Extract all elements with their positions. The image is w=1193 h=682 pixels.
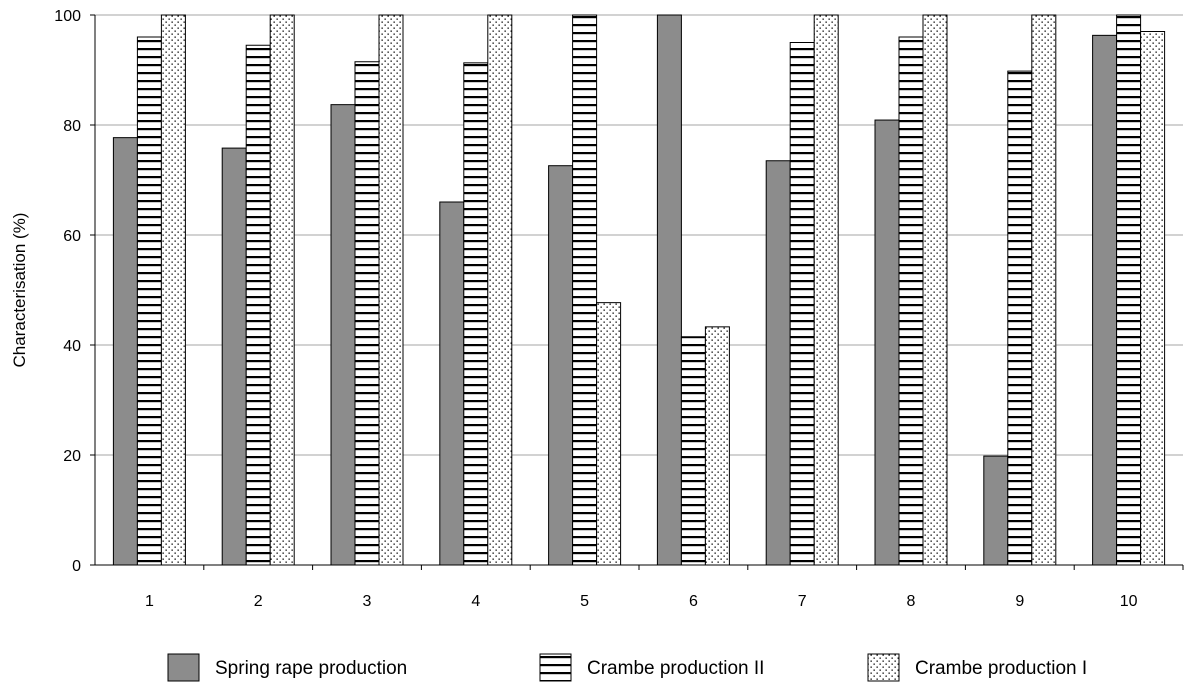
bar-1-category-7 <box>765 160 791 566</box>
legend-swatch-2 <box>539 653 572 682</box>
y-tick-labels: 0 20 40 60 80 100 <box>54 8 95 575</box>
bar-2-category-9 <box>1007 70 1033 566</box>
bar-3-category-8 <box>922 14 948 566</box>
y-tick-label: 80 <box>63 118 81 135</box>
bar-2-category-1 <box>136 36 162 566</box>
bar-2-category-5 <box>572 14 598 566</box>
x-tick-label: 10 <box>1120 593 1138 610</box>
legend-label-2: Crambe production II <box>587 658 764 679</box>
bars <box>112 14 1166 566</box>
bar-1-category-6 <box>656 14 682 566</box>
bar-3-category-5 <box>596 302 622 566</box>
x-tick-label: 5 <box>580 593 589 610</box>
bar-1-category-5 <box>548 165 574 566</box>
bar-1-category-10 <box>1092 34 1118 566</box>
x-tick-label: 8 <box>907 593 916 610</box>
bar-2-category-7 <box>789 42 815 566</box>
bar-3-category-2 <box>269 14 295 566</box>
x-tick-label: 1 <box>145 593 154 610</box>
legend-label-3: Crambe production I <box>915 658 1087 679</box>
bar-3-category-4 <box>487 14 513 566</box>
bar-2-category-8 <box>898 36 924 566</box>
bar-3-category-1 <box>160 14 186 566</box>
y-tick-label: 20 <box>63 448 81 465</box>
bar-1-category-8 <box>874 119 900 566</box>
legend-swatch-3 <box>867 653 900 682</box>
legend-swatch-1 <box>167 653 200 682</box>
x-tick-label: 4 <box>471 593 480 610</box>
bar-1-category-2 <box>221 147 247 566</box>
x-tick-label: 3 <box>363 593 372 610</box>
bar-3-category-9 <box>1031 14 1057 566</box>
bar-3-category-10 <box>1140 31 1166 566</box>
y-tick-label: 40 <box>63 338 81 355</box>
bar-3-category-6 <box>704 326 730 566</box>
y-tick-label: 0 <box>72 558 81 575</box>
bar-2-category-3 <box>354 61 380 566</box>
x-tick-label: 6 <box>689 593 698 610</box>
bar-1-category-3 <box>330 104 356 566</box>
y-axis-label: Characterisation (%) <box>10 213 29 368</box>
bar-3-category-7 <box>813 14 839 566</box>
bar-2-category-6 <box>680 336 706 566</box>
y-tick-label: 60 <box>63 228 81 245</box>
bar-2-category-10 <box>1116 14 1142 566</box>
bar-3-category-3 <box>378 14 404 566</box>
bar-2-category-2 <box>245 44 271 566</box>
y-tick-label: 100 <box>54 8 81 25</box>
bar-1-category-9 <box>983 455 1009 566</box>
x-tick-label: 7 <box>798 593 807 610</box>
bar-1-category-1 <box>112 137 138 566</box>
x-tick-labels: 1 2 3 4 5 6 7 8 9 10 <box>145 565 1184 610</box>
legend-label-1: Spring rape production <box>215 658 407 679</box>
bar-1-category-4 <box>439 201 465 566</box>
bar-2-category-4 <box>463 62 489 566</box>
legend: Spring rape production Crambe production … <box>167 653 1087 682</box>
x-tick-label: 2 <box>254 593 263 610</box>
x-tick-label: 9 <box>1015 593 1024 610</box>
